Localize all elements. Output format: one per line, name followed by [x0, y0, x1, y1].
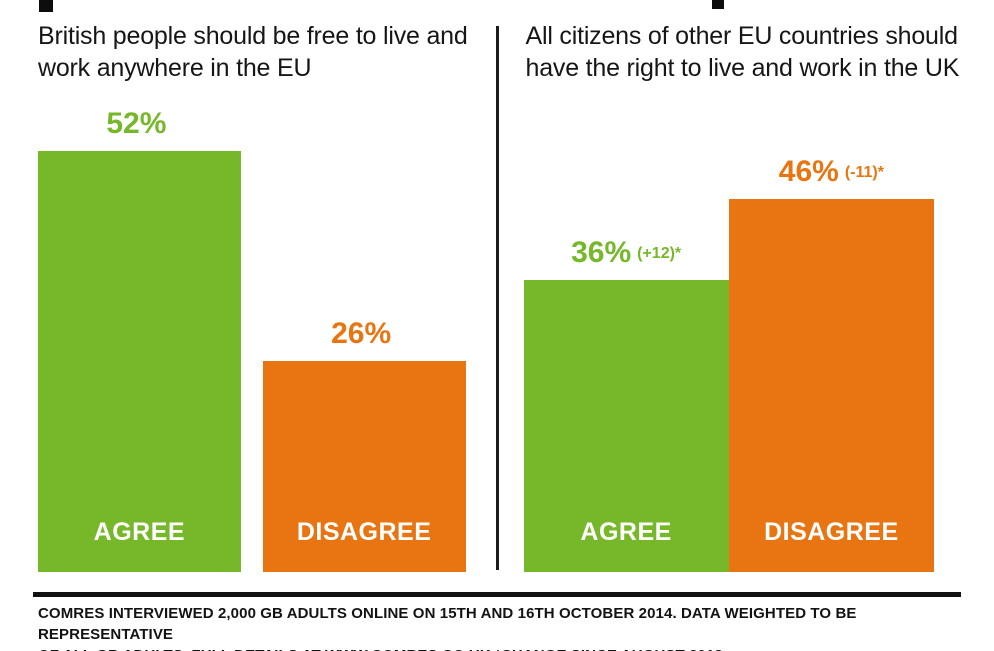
bar-value-label: 26%: [263, 317, 466, 351]
chart-title: All citizens of other EU countries shoul…: [525, 22, 960, 82]
artifact-mark: [712, 0, 724, 9]
bar-agree: 36% (+12)* AGREE: [523, 236, 729, 572]
percent-value: 26%: [331, 317, 392, 350]
artifact-mark: [39, 0, 53, 12]
bar-category-label: AGREE: [580, 518, 672, 546]
percent-value: 46%: [778, 155, 839, 188]
change-since-value: (-11)*: [844, 164, 884, 181]
bar-disagree: 26% DISAGREE: [262, 317, 466, 572]
bar-agree: 52% AGREE: [38, 107, 241, 572]
bar-disagree: 46% (-11)* DISAGREE: [728, 155, 934, 572]
panel-divider: [495, 26, 499, 570]
chart-panel-left: British people should be free to live an…: [0, 0, 496, 580]
bar-value-label: 46% (-11)*: [729, 155, 934, 189]
footer-rule: [33, 592, 961, 597]
bar-category-label: DISAGREE: [764, 518, 899, 546]
charts-row: British people should be free to live an…: [0, 0, 994, 580]
bar-value-label: 52%: [38, 107, 241, 141]
footnote: COMRES INTERVIEWED 2,000 GB ADULTS ONLIN…: [38, 603, 974, 651]
bar-category-label: AGREE: [93, 518, 186, 546]
footnote-line-2: OF ALL GB ADULTS. FULL DETAILS AT WWW.CO…: [38, 645, 974, 651]
bar-category-label: DISAGREE: [296, 518, 432, 546]
bar-value-label: 36% (+12)*: [524, 236, 729, 270]
percent-value: 36%: [571, 236, 632, 269]
chart-title: British people should be free to live an…: [38, 22, 468, 82]
chart-panel-right: All citizens of other EU countries shoul…: [499, 0, 994, 580]
change-since-value: (+12)*: [637, 245, 682, 262]
plot-area: 52% AGREE 26% DISAGREE: [38, 107, 466, 572]
plot-area: 36% (+12)* AGREE 46% (-11)* DISAGREE: [523, 155, 934, 572]
footnote-line-1: COMRES INTERVIEWED 2,000 GB ADULTS ONLIN…: [38, 605, 857, 643]
percent-value: 52%: [106, 107, 167, 140]
